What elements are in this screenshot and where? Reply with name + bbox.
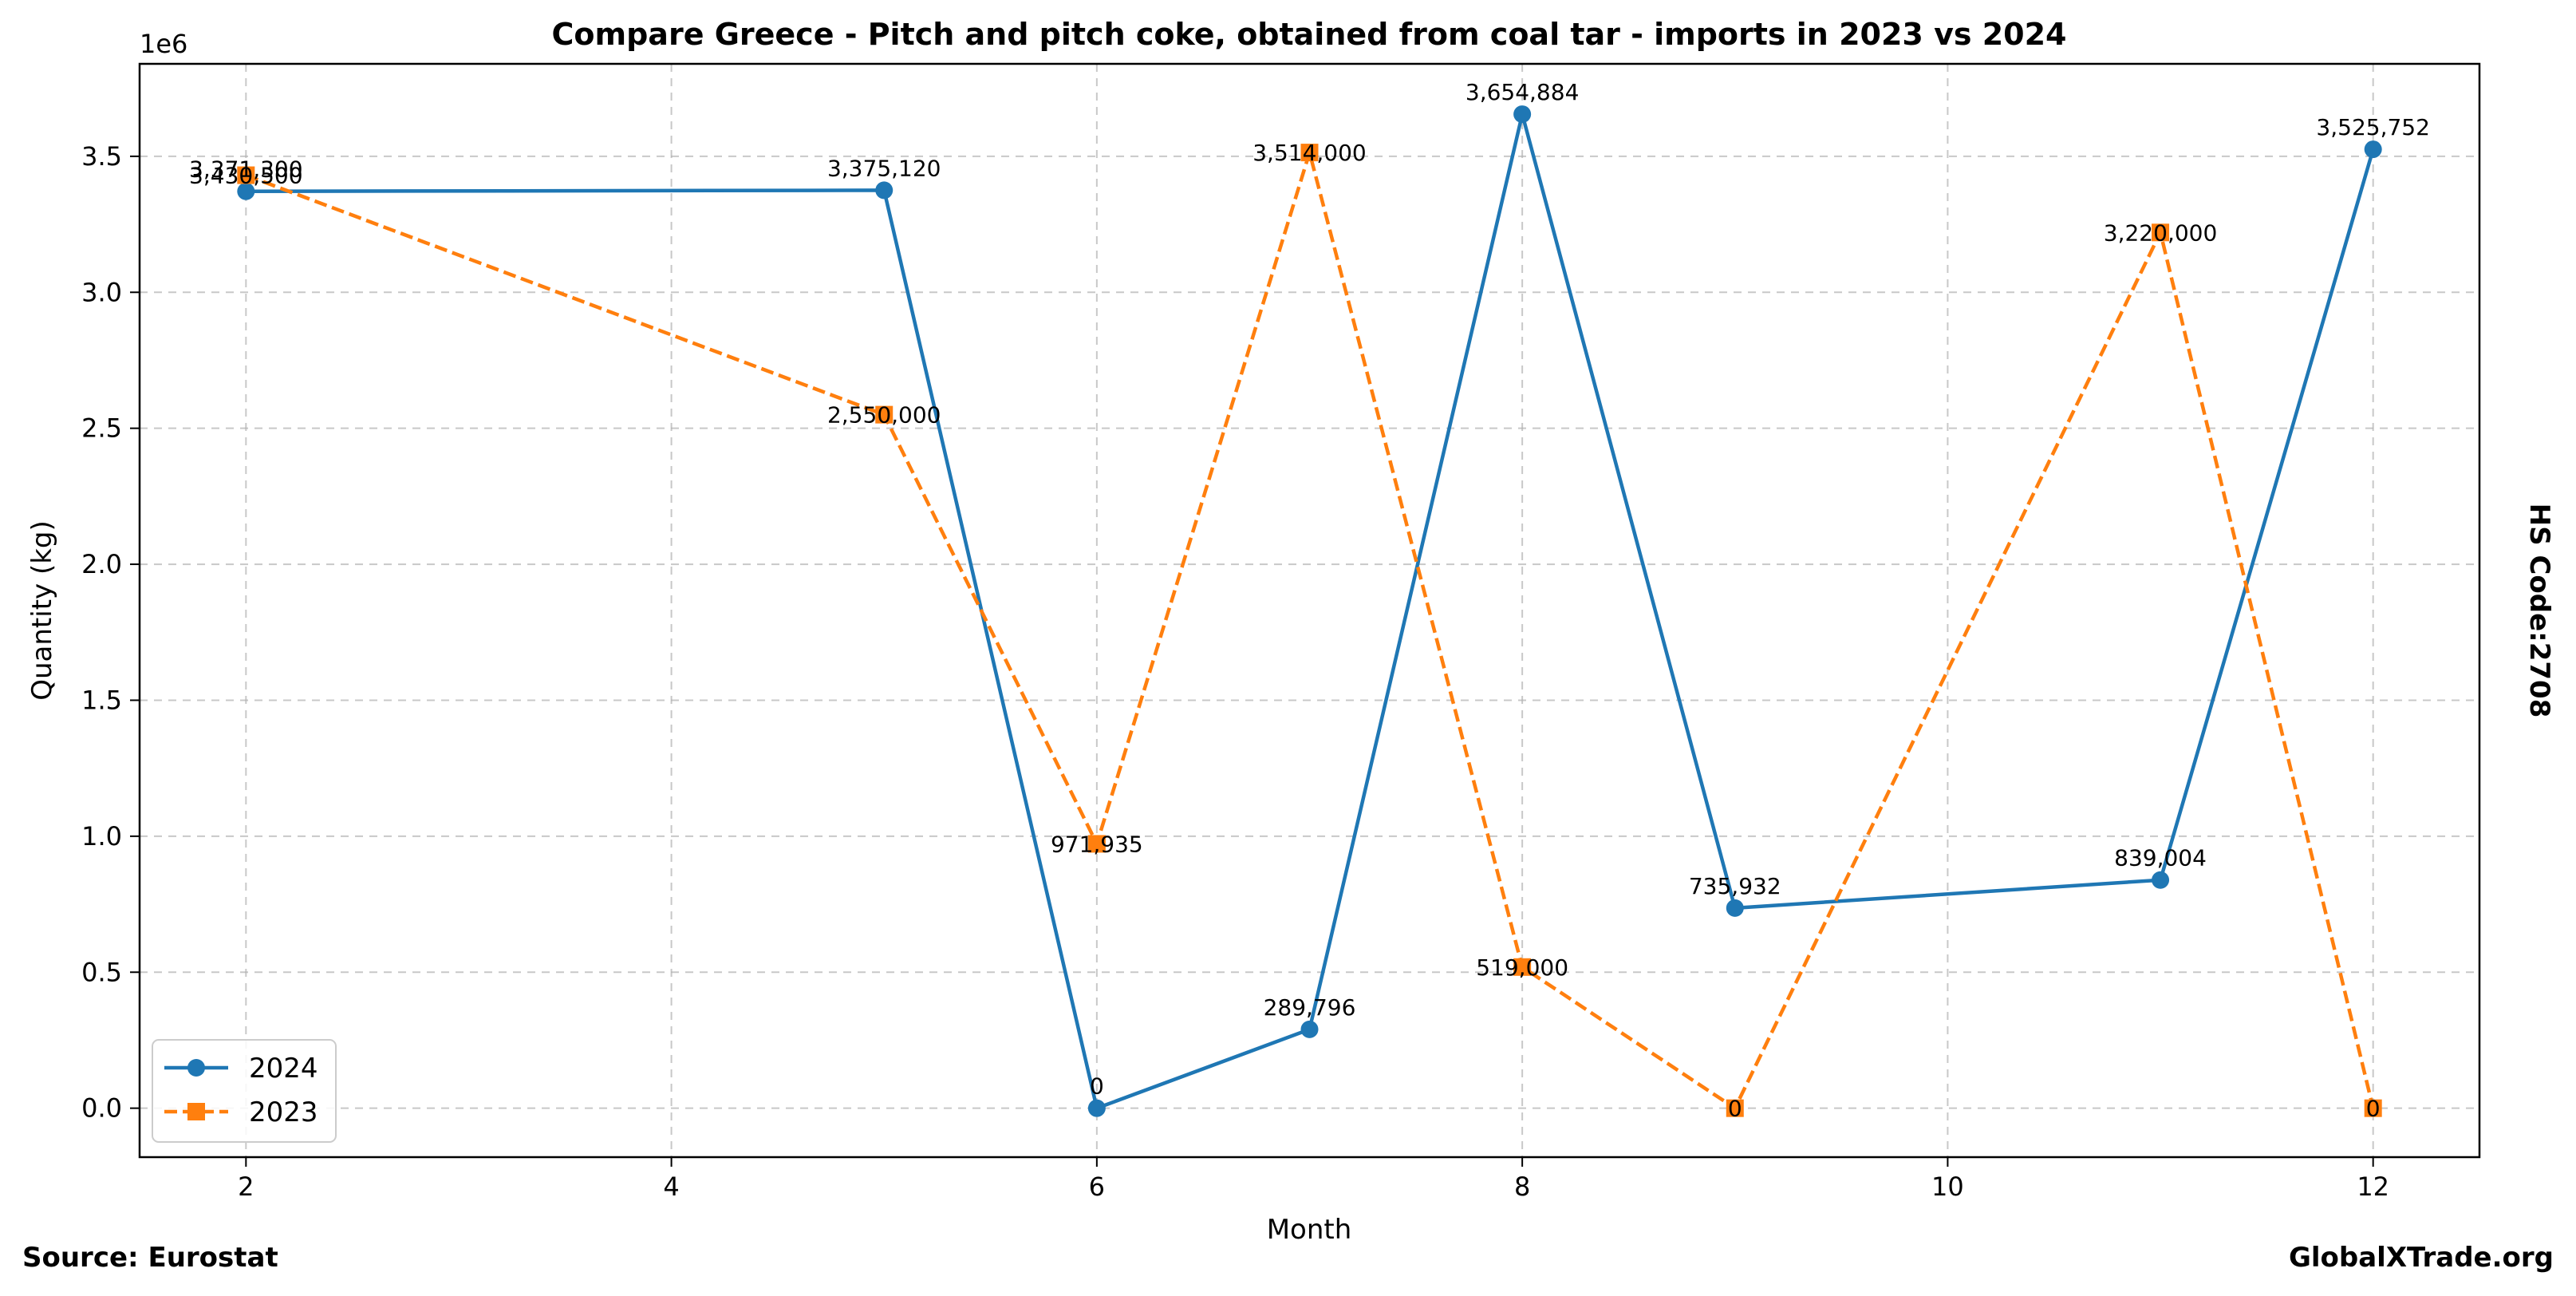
legend-label-2024: 2024 <box>249 1053 318 1085</box>
legend-label-2023: 2023 <box>249 1096 318 1128</box>
point-2023 <box>2152 223 2170 242</box>
point-2023 <box>237 166 255 184</box>
x-tick-label: 8 <box>1514 1172 1530 1202</box>
point-2023 <box>1513 958 1532 976</box>
point-2023 <box>2364 1099 2382 1117</box>
point-2024 <box>1300 1020 1319 1038</box>
y-tick-label: 3.5 <box>81 141 122 172</box>
plot-area <box>138 62 2481 1159</box>
grid <box>140 64 2479 1157</box>
x-tick-label: 4 <box>663 1172 679 1202</box>
data-label-2024: 3,371,300 <box>189 156 303 183</box>
data-labels: 3,371,300 3,375,120 0 289,796 3,654,884 735,9… <box>189 79 2430 1122</box>
data-label-2024: 3,654,884 <box>1466 79 1580 105</box>
data-label-2024: 735,932 <box>1689 873 1781 899</box>
point-2024 <box>2152 871 2170 889</box>
point-2023 <box>1087 835 1106 853</box>
data-label-2024: 839,004 <box>2114 845 2207 871</box>
legend-marker-2024 <box>187 1059 205 1077</box>
y-tick-label: 0.5 <box>81 957 122 987</box>
series-line-2023 <box>245 150 2375 1110</box>
data-label-2023: 0 <box>1728 1096 1742 1122</box>
data-label-2023: 0 <box>2366 1096 2381 1122</box>
chart-title: Compare Greece - Pitch and pitch coke, o… <box>552 17 2067 52</box>
x-tick-label: 10 <box>1931 1172 1964 1202</box>
x-axis-label: Month <box>1267 1214 1352 1246</box>
data-label-2023: 519,000 <box>1476 954 1568 981</box>
data-label-2023: 3,514,000 <box>1252 140 1367 166</box>
y-scale-label: 1e6 <box>140 29 187 59</box>
x-tick-label: 2 <box>238 1172 254 1202</box>
series-layer <box>237 105 2382 1117</box>
source-label: Source: Eurostat <box>22 1242 278 1274</box>
point-2024 <box>1513 105 1532 124</box>
y-tick-label: 1.0 <box>81 821 122 851</box>
axis-ticks: 2 4 6 8 10 12 0.0 0.5 1.0 1.5 2.0 2.5 3.0 3.5 <box>81 141 2389 1202</box>
point-2024 <box>875 181 894 200</box>
y-axis-label: Quantity (kg) <box>26 520 58 701</box>
point-2023 <box>875 405 894 424</box>
point-2024 <box>237 182 255 200</box>
point-2024 <box>1087 1099 1106 1117</box>
hs-code-label: HS Code:2708 <box>2523 504 2555 718</box>
data-label-2023: 3,220,000 <box>2104 219 2218 246</box>
data-label-2023: 3,430,500 <box>189 163 303 189</box>
y-tick-label: 2.5 <box>81 413 122 444</box>
data-label-2024: 3,525,752 <box>2316 114 2430 140</box>
data-label-2024: 289,796 <box>1264 994 1356 1021</box>
point-2024 <box>1726 899 1744 917</box>
point-2024 <box>2364 140 2382 159</box>
y-tick-label: 3.0 <box>81 277 122 307</box>
legend-marker-2023 <box>187 1103 205 1120</box>
y-tick-label: 0.0 <box>81 1093 122 1124</box>
legend: 2024 2023 <box>152 1039 337 1143</box>
point-2023 <box>1300 144 1319 162</box>
series-line-2024 <box>246 112 2375 1110</box>
data-label-2023: 971,935 <box>1051 831 1143 857</box>
y-tick-label: 2.0 <box>81 549 122 579</box>
point-2023 <box>1726 1099 1744 1117</box>
x-tick-label: 12 <box>2357 1172 2389 1202</box>
data-label-2024: 0 <box>1090 1073 1104 1100</box>
y-tick-label: 1.5 <box>81 685 122 715</box>
brand-label: GlobalXTrade.org <box>2288 1242 2554 1274</box>
data-label-2023: 2,550,000 <box>827 402 941 429</box>
data-label-2024: 3,375,120 <box>827 155 941 181</box>
x-tick-label: 6 <box>1089 1172 1105 1202</box>
